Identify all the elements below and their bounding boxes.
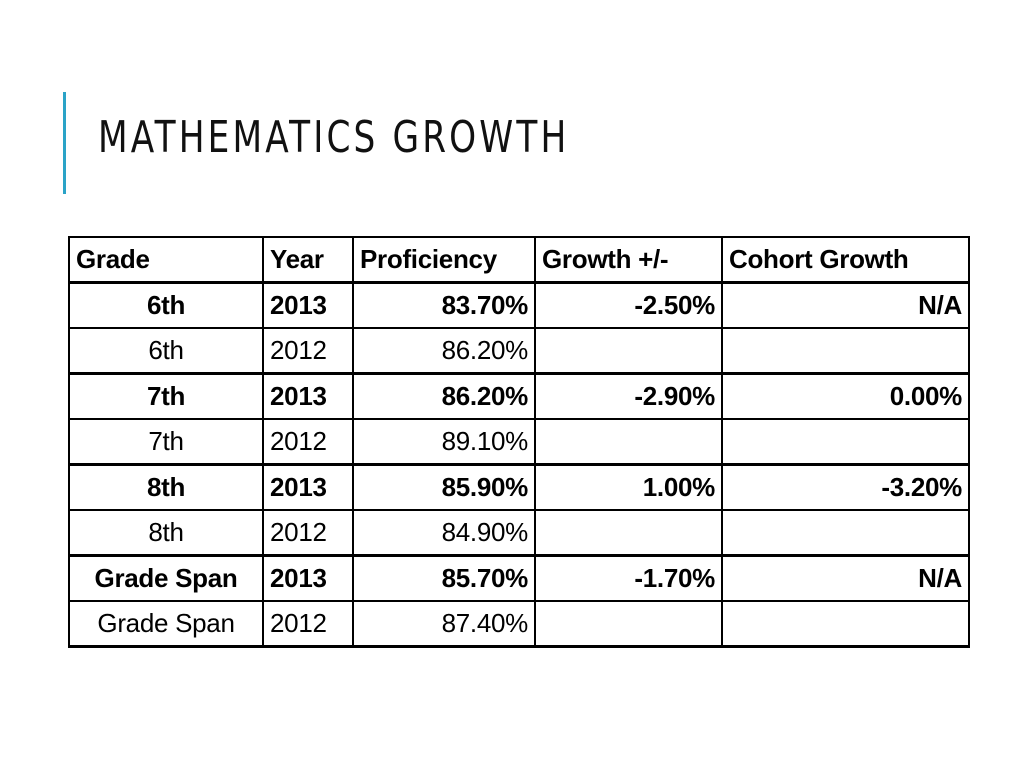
- table-row: 6th 2012 86.20%: [68, 327, 970, 375]
- cell-cohort-growth: [721, 509, 970, 557]
- header-grade: Grade: [68, 236, 264, 284]
- cell-grade: 8th: [68, 463, 264, 511]
- table-row: 8th 2012 84.90%: [68, 509, 970, 557]
- cell-cohort-growth: [721, 418, 970, 466]
- growth-table: Grade Year Proficiency Growth +/- Cohort…: [68, 236, 970, 648]
- header-year: Year: [262, 236, 354, 284]
- cell-grade: 7th: [68, 372, 264, 420]
- cell-year: 2013: [262, 372, 354, 420]
- table-row: 7th 2012 89.10%: [68, 418, 970, 466]
- cell-cohort-growth: N/A: [721, 554, 970, 602]
- cell-growth: [534, 418, 723, 466]
- cell-year: 2012: [262, 509, 354, 557]
- cell-grade: 6th: [68, 327, 264, 375]
- cell-cohort-growth: [721, 600, 970, 648]
- cell-proficiency: 89.10%: [352, 418, 536, 466]
- cell-growth: -2.50%: [534, 281, 723, 329]
- cell-cohort-growth: [721, 327, 970, 375]
- cell-cohort-growth: 0.00%: [721, 372, 970, 420]
- cell-proficiency: 86.20%: [352, 372, 536, 420]
- cell-grade: Grade Span: [68, 554, 264, 602]
- cell-proficiency: 85.70%: [352, 554, 536, 602]
- cell-proficiency: 86.20%: [352, 327, 536, 375]
- cell-growth: [534, 327, 723, 375]
- cell-grade: 8th: [68, 509, 264, 557]
- cell-cohort-growth: -3.20%: [721, 463, 970, 511]
- table-row: 6th 2013 83.70% -2.50% N/A: [68, 281, 970, 329]
- cell-growth: -1.70%: [534, 554, 723, 602]
- cell-growth: 1.00%: [534, 463, 723, 511]
- header-proficiency: Proficiency: [352, 236, 536, 284]
- cell-year: 2013: [262, 281, 354, 329]
- cell-proficiency: 85.90%: [352, 463, 536, 511]
- cell-year: 2012: [262, 600, 354, 648]
- cell-growth: [534, 509, 723, 557]
- cell-proficiency: 83.70%: [352, 281, 536, 329]
- cell-grade: 7th: [68, 418, 264, 466]
- table-row: 7th 2013 86.20% -2.90% 0.00%: [68, 372, 970, 420]
- table-row: Grade Span 2012 87.40%: [68, 600, 970, 648]
- cell-year: 2012: [262, 327, 354, 375]
- cell-growth: [534, 600, 723, 648]
- table-header-row: Grade Year Proficiency Growth +/- Cohort…: [68, 236, 970, 284]
- cell-proficiency: 84.90%: [352, 509, 536, 557]
- cell-growth: -2.90%: [534, 372, 723, 420]
- cell-cohort-growth: N/A: [721, 281, 970, 329]
- header-cohort-growth: Cohort Growth: [721, 236, 970, 284]
- table-row: Grade Span 2013 85.70% -1.70% N/A: [68, 554, 970, 602]
- title-accent-bar: [63, 92, 66, 194]
- cell-year: 2013: [262, 554, 354, 602]
- header-growth: Growth +/-: [534, 236, 723, 284]
- table-body: 6th 2013 83.70% -2.50% N/A 6th 2012 86.20% 7th 20…: [68, 281, 970, 648]
- cell-grade: 6th: [68, 281, 264, 329]
- cell-year: 2013: [262, 463, 354, 511]
- cell-grade: Grade Span: [68, 600, 264, 648]
- table-row: 8th 2013 85.90% 1.00% -3.20%: [68, 463, 970, 511]
- slide-title: MATHEMATICS GROWTH: [98, 112, 570, 163]
- cell-year: 2012: [262, 418, 354, 466]
- cell-proficiency: 87.40%: [352, 600, 536, 648]
